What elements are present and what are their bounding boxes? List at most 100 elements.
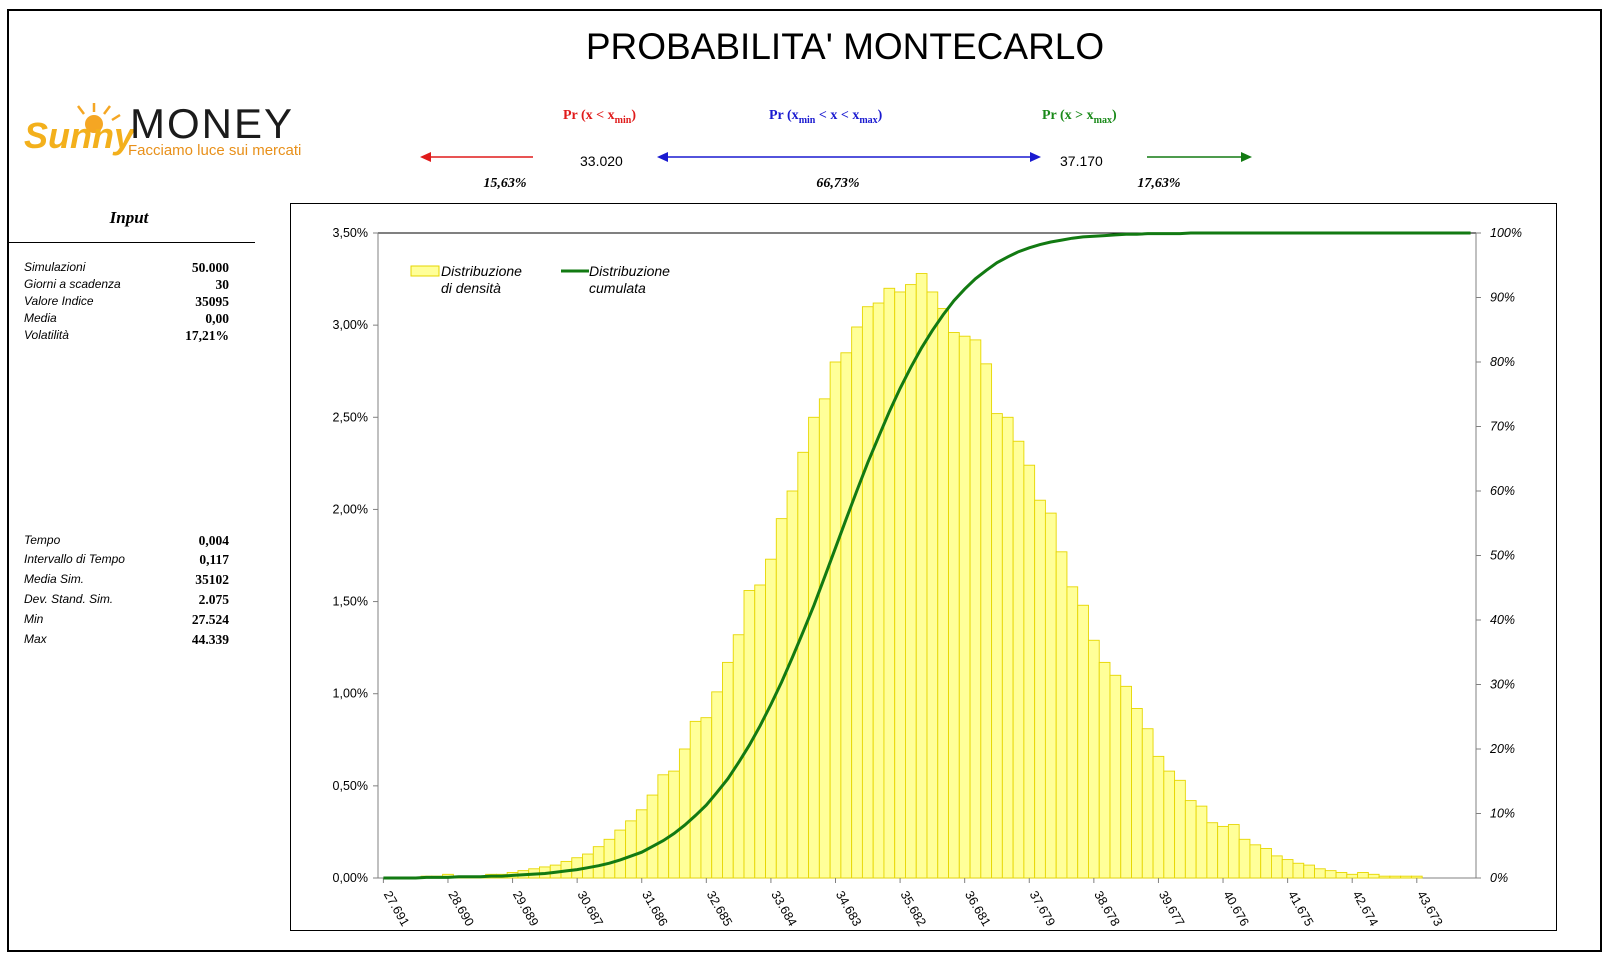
output-label: Dev. Stand. Sim.	[24, 592, 114, 606]
y-tick-label: 1,00%	[333, 687, 368, 701]
x-tick-label: 38.678	[1091, 889, 1122, 929]
histogram-bar	[969, 339, 982, 879]
histogram-bar	[1034, 499, 1046, 879]
histogram-bar	[1023, 464, 1036, 879]
histogram-bar	[797, 451, 810, 879]
output-label: Media Sim.	[24, 572, 85, 586]
y2-tick-label: 30%	[1490, 678, 1515, 692]
input-label: Volatilità	[24, 328, 69, 342]
y2-tick-label: 50%	[1490, 549, 1515, 563]
histogram-bar	[657, 774, 670, 879]
probability-arrows	[420, 152, 1252, 162]
histogram-bar	[1281, 859, 1294, 879]
arrow-both-icon	[657, 152, 1041, 162]
input-row: Volatilità 17,21%	[24, 328, 229, 344]
input-divider	[9, 242, 255, 243]
x-tick-label: 35.682	[897, 889, 928, 929]
output-value: 0,004	[198, 533, 229, 548]
output-row: Intervallo di Tempo 0,117	[24, 552, 229, 568]
output-value: 35102	[195, 572, 229, 587]
x-tick-label: 42.674	[1350, 889, 1381, 929]
histogram-bar	[614, 829, 627, 879]
output-value: 2.075	[198, 592, 229, 607]
histogram-bar	[1195, 805, 1208, 879]
legend-density-label: Distribuzione	[441, 263, 522, 279]
output-value: 0,117	[199, 552, 229, 567]
histogram-bar	[1367, 873, 1380, 879]
histogram-bar	[861, 306, 874, 879]
histogram-bar	[948, 332, 960, 879]
histogram-bar	[1184, 800, 1197, 879]
histogram-bar	[711, 691, 723, 879]
histogram-bar	[1055, 551, 1068, 879]
histogram-bar	[786, 490, 799, 879]
logo-tagline: Facciamo luce sui mercati	[128, 142, 302, 159]
input-row: Simulazioni 50.000	[24, 260, 229, 276]
page-title: PROBABILITA' MONTECARLO	[585, 26, 1105, 67]
histogram-bar	[1303, 864, 1315, 879]
histogram-bar	[1217, 825, 1229, 879]
input-label: Simulazioni	[24, 260, 86, 274]
y-tick-label: 3,50%	[333, 226, 368, 240]
output-label: Intervallo di Tempo	[24, 552, 125, 566]
histogram-bar	[980, 363, 993, 879]
output-row: Media Sim. 35102	[24, 572, 229, 588]
logo-word-money: MONEY	[130, 100, 295, 147]
y2-tick-label: 100%	[1490, 226, 1522, 240]
input-label: Media	[24, 311, 57, 325]
histogram-bar	[958, 335, 971, 879]
histogram-bar	[1346, 873, 1359, 879]
input-value: 30	[215, 277, 230, 292]
x-tick-label: 27.691	[381, 889, 412, 929]
x-tick-label: 28.690	[445, 889, 476, 929]
x-tick-label: 30.687	[575, 889, 606, 929]
histogram-bar	[1174, 779, 1186, 879]
histogram-bar	[1120, 685, 1132, 879]
prob-right-value: 17,63%	[1137, 176, 1181, 191]
input-value: 35095	[195, 294, 229, 309]
logo-word-sunny: Sunny	[24, 115, 134, 156]
cumulative-line	[383, 231, 1471, 880]
xmax-value: 37.170	[1060, 153, 1103, 169]
histogram-bar	[1141, 728, 1154, 879]
montecarlo-chart: 0,00% 0,50% 1,00% 1,50% 2,00% 2,50% 3,00% 3,50%…	[333, 226, 1522, 929]
x-tick-label: 40.676	[1220, 889, 1251, 929]
histogram-bar	[883, 287, 896, 879]
prob-left-value: 15,63%	[483, 176, 527, 191]
x-tick-label: 32.685	[704, 889, 735, 929]
output-label: Tempo	[24, 533, 61, 547]
histogram-bar	[700, 717, 713, 879]
legend-cumulative-label-line2: cumulata	[589, 280, 646, 296]
chart-container: 0,00% 0,50% 1,00% 1,50% 2,00% 2,50% 3,00% 3,50%…	[290, 203, 1557, 931]
output-label: Max	[24, 632, 47, 646]
output-label: Min	[24, 612, 44, 626]
y-tick-label: 0,00%	[333, 871, 368, 885]
histogram-bar	[1163, 770, 1176, 879]
input-row: Media 0,00	[24, 311, 229, 327]
x-tick-label: 36.681	[962, 889, 993, 929]
histogram-bar	[668, 770, 680, 879]
histogram-bar	[818, 398, 831, 879]
prob-left-label: Pr (x < xmin)	[563, 108, 636, 126]
histogram-bar	[1292, 862, 1305, 879]
prob-right-label: Pr (x > xmax)	[1042, 108, 1117, 126]
output-row: Dev. Stand. Sim. 2.075	[24, 592, 229, 608]
input-row: Valore Indice 35095	[24, 294, 229, 310]
histogram-bar	[722, 661, 734, 879]
y2-tick-label: 20%	[1489, 742, 1515, 756]
arrow-left-icon	[420, 152, 533, 162]
histogram-bar	[603, 838, 616, 879]
histogram-bar	[872, 302, 885, 879]
y2-tick-label: 10%	[1490, 807, 1515, 821]
y2-tick-label: 90%	[1490, 291, 1515, 305]
histogram-bar	[1357, 872, 1369, 879]
histogram-bar	[1249, 844, 1262, 879]
output-value: 27.524	[191, 612, 229, 627]
y-tick-label: 2,50%	[333, 410, 368, 424]
histogram-bar	[1238, 838, 1251, 879]
histogram-bar	[808, 416, 820, 879]
y-tick-label: 3,00%	[333, 318, 368, 332]
histogram-bar	[1131, 708, 1143, 879]
x-tick-label: 41.675	[1285, 889, 1316, 929]
histogram-bar	[1001, 416, 1014, 879]
